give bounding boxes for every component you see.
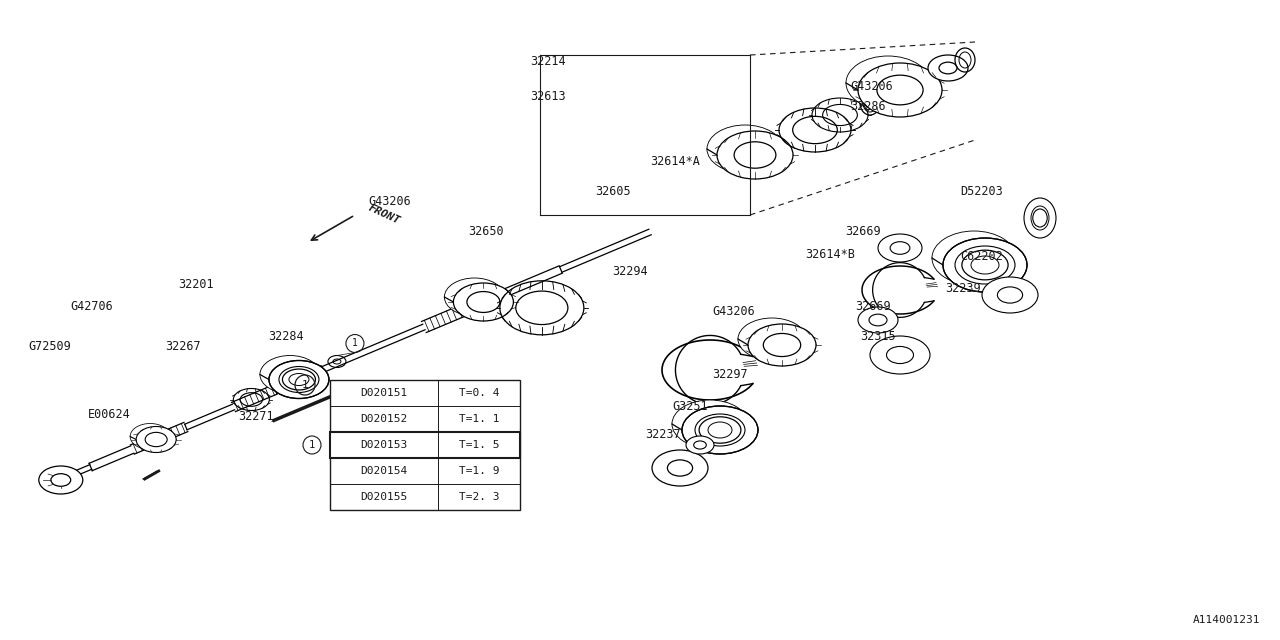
Text: 32669: 32669 — [845, 225, 881, 238]
Ellipse shape — [943, 238, 1027, 292]
Ellipse shape — [878, 234, 922, 262]
Text: 1: 1 — [308, 440, 315, 450]
Ellipse shape — [707, 125, 783, 173]
Ellipse shape — [748, 324, 817, 366]
Ellipse shape — [269, 360, 329, 399]
Ellipse shape — [682, 406, 758, 454]
Text: 32294: 32294 — [612, 265, 648, 278]
Text: 32650: 32650 — [468, 225, 503, 238]
Text: T=1. 1: T=1. 1 — [458, 414, 499, 424]
Text: 32613: 32613 — [530, 90, 566, 103]
Ellipse shape — [717, 131, 794, 179]
Text: 32297: 32297 — [712, 368, 748, 381]
Text: D020151: D020151 — [361, 388, 407, 398]
Ellipse shape — [672, 400, 748, 448]
Bar — [330, 380, 520, 510]
Text: 32237: 32237 — [645, 428, 681, 441]
Text: 32271: 32271 — [238, 410, 274, 423]
Text: 32614*B: 32614*B — [805, 248, 855, 261]
Text: C62202: C62202 — [960, 250, 1002, 263]
Text: 32239: 32239 — [945, 282, 980, 295]
Text: 32614*A: 32614*A — [650, 155, 700, 168]
Text: T=1. 9: T=1. 9 — [458, 466, 499, 476]
Text: E00624: E00624 — [88, 408, 131, 421]
Ellipse shape — [652, 450, 708, 486]
Ellipse shape — [870, 336, 931, 374]
Text: 32605: 32605 — [595, 185, 631, 198]
Text: T=2. 3: T=2. 3 — [458, 492, 499, 502]
Text: 32214: 32214 — [530, 55, 566, 68]
Ellipse shape — [131, 424, 170, 449]
Text: D020153: D020153 — [361, 440, 407, 450]
Text: G42706: G42706 — [70, 300, 113, 313]
Ellipse shape — [982, 277, 1038, 313]
Text: FRONT: FRONT — [367, 203, 402, 227]
Bar — [330, 432, 520, 458]
Ellipse shape — [136, 426, 177, 452]
Text: D020152: D020152 — [361, 414, 407, 424]
Text: A114001231: A114001231 — [1193, 615, 1260, 625]
Text: G3251: G3251 — [672, 400, 708, 413]
Text: 32284: 32284 — [268, 330, 303, 343]
Text: 32267: 32267 — [165, 340, 201, 353]
Ellipse shape — [846, 56, 931, 110]
Text: D020155: D020155 — [361, 492, 407, 502]
Ellipse shape — [38, 466, 83, 494]
Text: G43206: G43206 — [850, 80, 892, 93]
Ellipse shape — [858, 307, 899, 333]
Text: T=1. 5: T=1. 5 — [458, 440, 499, 450]
Ellipse shape — [932, 231, 1016, 285]
Text: G43206: G43206 — [369, 195, 411, 208]
Ellipse shape — [686, 436, 714, 454]
Ellipse shape — [928, 55, 968, 81]
Ellipse shape — [1024, 198, 1056, 238]
Text: G72509: G72509 — [28, 340, 70, 353]
Ellipse shape — [739, 318, 806, 360]
Text: G43206: G43206 — [712, 305, 755, 318]
Text: 1: 1 — [352, 339, 358, 349]
Text: 32201: 32201 — [178, 278, 214, 291]
Ellipse shape — [453, 283, 513, 321]
Ellipse shape — [858, 63, 942, 117]
Text: D020154: D020154 — [361, 466, 407, 476]
Text: 32315: 32315 — [860, 330, 896, 343]
Text: 32669: 32669 — [855, 300, 891, 313]
Text: T=0. 4: T=0. 4 — [458, 388, 499, 398]
Ellipse shape — [444, 278, 504, 316]
Ellipse shape — [260, 355, 320, 394]
Text: 1: 1 — [302, 380, 308, 390]
Text: D52203: D52203 — [960, 185, 1002, 198]
Text: 32286: 32286 — [850, 100, 886, 113]
